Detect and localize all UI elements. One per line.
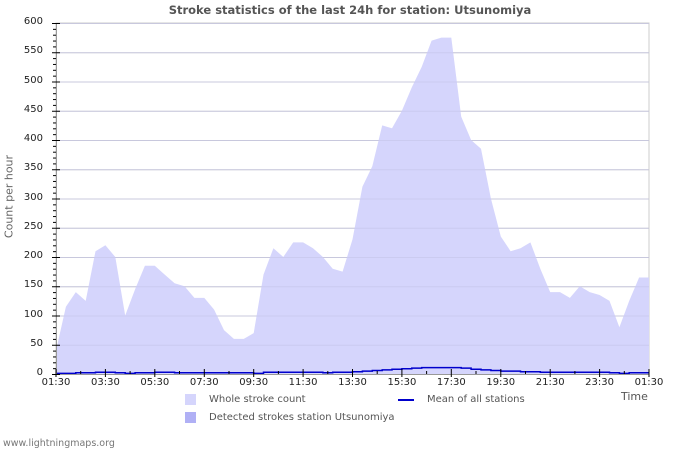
x-tick-label: 01:30 (41, 377, 71, 388)
x-tick-label: 17:30 (436, 377, 466, 388)
area-whole-stroke-count (56, 37, 649, 374)
y-tick-label: 300 (23, 191, 43, 203)
y-tick-label: 0 (36, 367, 43, 378)
x-tick-label: 05:30 (140, 377, 170, 388)
x-tick-label: 15:30 (387, 377, 417, 388)
y-tick-label: 350 (23, 162, 43, 174)
chart-title: Stroke statistics of the last 24h for st… (168, 3, 532, 17)
y-tick-label: 100 (23, 308, 43, 320)
legend-item-mean-all-stations: Mean of all stations (398, 394, 525, 405)
x-tick-label: 19:30 (486, 377, 516, 388)
footer-source-link[interactable]: www.lightningmaps.org (3, 438, 115, 449)
y-tick-label: 550 (23, 45, 43, 57)
line-mean-all-stations (56, 366, 649, 375)
x-tick-label: 23:30 (585, 377, 614, 388)
x-tick-label: 09:30 (239, 377, 269, 388)
legend-swatch-whole (185, 394, 196, 405)
y-tick-label: 500 (23, 74, 43, 86)
legend-label-mean: Mean of all stations (427, 394, 525, 405)
x-tick-label: 13:30 (338, 377, 367, 388)
y-tick-label: 600 (23, 16, 43, 27)
x-axis-title: Time (621, 390, 648, 403)
x-tick-label: 21:30 (535, 377, 565, 388)
legend-item-detected-strokes: Detected strokes station Utsunomiya (185, 412, 395, 423)
x-tick-label: 01:30 (634, 377, 664, 388)
y-tick-label: 250 (23, 220, 43, 232)
legend-swatch-mean (398, 398, 414, 401)
legend-label-whole: Whole stroke count (209, 394, 306, 405)
legend-swatch-detected (185, 412, 196, 423)
y-tick-label: 150 (23, 279, 43, 291)
legend-label-detected: Detected strokes station Utsunomiya (209, 412, 395, 423)
x-tick-label: 11:30 (288, 377, 318, 388)
y-tick-label: 50 (30, 337, 43, 349)
y-tick-label: 200 (23, 250, 43, 261)
x-tick-label: 07:30 (189, 377, 219, 388)
y-tick-label: 450 (23, 103, 43, 115)
x-tick-label: 03:30 (90, 377, 120, 388)
y-tick-label: 400 (23, 133, 43, 144)
legend-item-whole-stroke-count: Whole stroke count (185, 394, 306, 405)
